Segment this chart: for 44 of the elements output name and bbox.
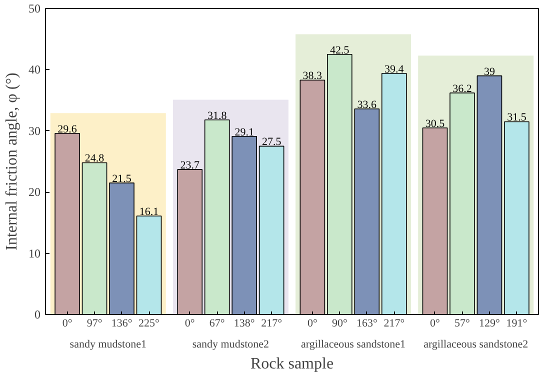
data-label: 36.2 <box>452 82 472 95</box>
text: 0° <box>184 318 195 330</box>
data-label: 24.8 <box>84 152 105 165</box>
text: 0° <box>307 318 318 330</box>
x-tick-label: sandy mudstone1 <box>70 338 147 350</box>
y-tick-label: 0 <box>34 308 40 322</box>
data-label: 21.5 <box>112 172 132 185</box>
data-label: 30.5 <box>425 118 446 130</box>
text: 225° <box>138 318 160 330</box>
text: 217° <box>384 318 405 330</box>
data-label: 31.5 <box>507 112 527 124</box>
y-tick-label: 50 <box>28 2 40 16</box>
text: 90° <box>332 318 348 330</box>
y-tick-label: 20 <box>28 185 40 200</box>
data-label: 42.5 <box>330 44 350 56</box>
text: 138° <box>234 318 255 330</box>
data-label: 38.3 <box>302 70 323 82</box>
x-tick-label: sandy mudstone2 <box>192 338 270 350</box>
text: 97° <box>86 318 102 330</box>
text: 57° <box>454 318 470 330</box>
text: 0° <box>62 318 72 330</box>
y-tick-label: 10 <box>28 246 40 260</box>
x-axis-title: Rock sample <box>250 356 334 372</box>
y-tick-label: 40 <box>28 62 40 77</box>
y-axis-title: Internal friction angle, φ (°) <box>4 72 20 250</box>
data-label: 29.1 <box>234 126 254 138</box>
data-label: 27.5 <box>262 136 282 148</box>
text: 217° <box>261 318 282 330</box>
text: 0° <box>430 318 440 330</box>
data-label: 39.4 <box>384 63 404 76</box>
text: 191° <box>506 318 528 330</box>
data-label: 29.6 <box>58 123 78 136</box>
text: 136° <box>111 318 132 330</box>
text: 129° <box>479 318 500 330</box>
text: 163° <box>356 318 378 330</box>
y-tick-label: 30 <box>28 124 40 138</box>
text: 67° <box>209 318 225 330</box>
data-label: 31.8 <box>207 110 228 122</box>
data-label: 23.7 <box>180 159 200 172</box>
data-label: 39 <box>484 66 496 78</box>
data-label: 33.6 <box>357 98 378 111</box>
x-tick-label: argillaceous sandstone1 <box>300 338 406 350</box>
x-tick-label: argillaceous sandstone2 <box>424 338 528 350</box>
data-label: 16.1 <box>139 206 159 218</box>
